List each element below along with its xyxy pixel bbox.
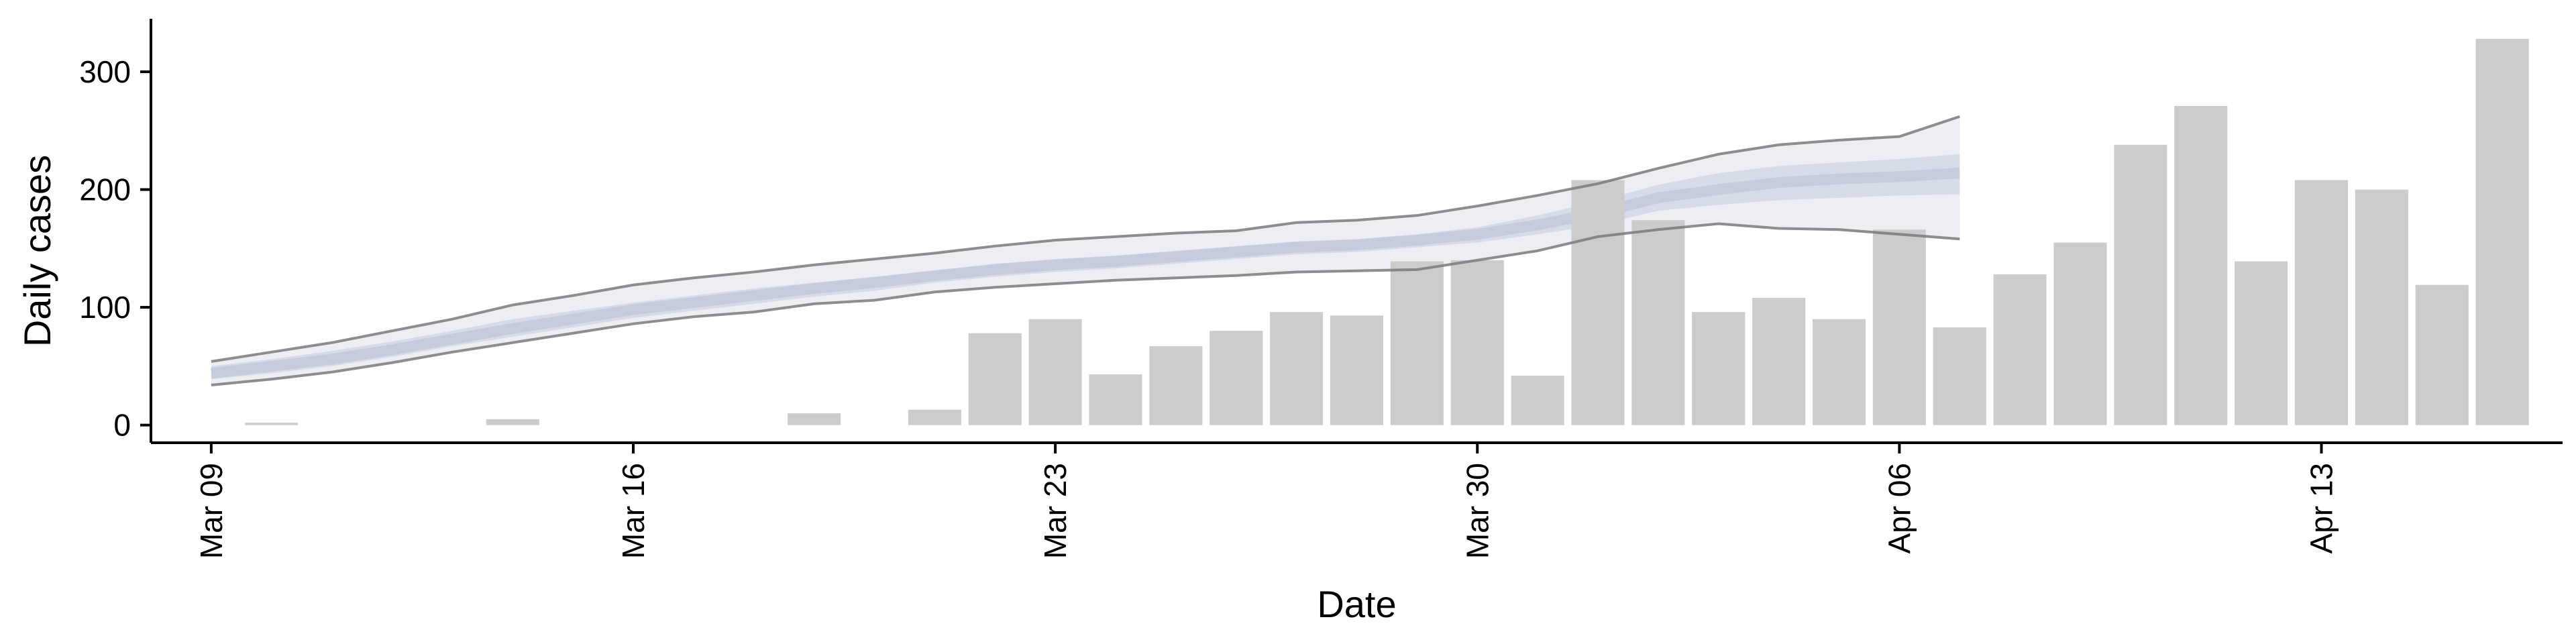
- axes: [150, 19, 2563, 444]
- bar: [1089, 374, 1142, 425]
- x-tick-label: Apr 06: [1882, 463, 1917, 554]
- x-axis-ticks: Mar 09 Mar 16 Mar 23 Mar 30 Apr 06 Apr 13: [194, 443, 2339, 559]
- bar: [788, 413, 841, 425]
- bar: [1872, 229, 1926, 425]
- upper-bound-line: [211, 115, 1960, 363]
- median-line: [210, 167, 1960, 379]
- bar: [1149, 346, 1203, 425]
- interval-lines: [211, 115, 1960, 386]
- lower-bound-line: [211, 222, 1960, 386]
- y-tick-label: 200: [79, 172, 131, 207]
- bar: [1692, 312, 1746, 425]
- bar: [2355, 189, 2408, 425]
- bar: [1450, 260, 1504, 425]
- bar: [1330, 315, 1384, 425]
- x-tick-label: Mar 23: [1038, 463, 1073, 559]
- band-90-percent: [211, 116, 1960, 385]
- bar: [1390, 261, 1444, 425]
- bar: [1812, 319, 1866, 425]
- x-tick-label: Apr 13: [2304, 463, 2339, 554]
- x-tick-label: Mar 09: [194, 463, 229, 559]
- bar: [1752, 298, 1806, 425]
- bar: [2114, 144, 2167, 425]
- bar: [1631, 220, 1685, 425]
- bar: [1993, 274, 2047, 425]
- x-axis-title: Date: [1317, 583, 1396, 625]
- bar: [1270, 312, 1324, 425]
- bar: [2415, 284, 2469, 425]
- estimate-bands: [210, 116, 1960, 385]
- bar: [2475, 38, 2529, 425]
- bar: [1210, 331, 1263, 425]
- bar: [2053, 242, 2107, 425]
- y-axis-ticks: 0 100 200 300: [79, 54, 151, 443]
- bar: [1933, 327, 1986, 425]
- bars-layer: [245, 38, 2529, 425]
- bar: [1028, 319, 1082, 425]
- bar: [1511, 375, 1564, 425]
- bar: [486, 419, 539, 425]
- y-tick-label: 100: [79, 290, 131, 325]
- x-tick-label: Mar 30: [1460, 463, 1495, 559]
- y-tick-label: 0: [113, 408, 131, 443]
- y-axis-title: Daily cases: [16, 155, 58, 347]
- bar: [245, 423, 299, 425]
- bar: [1571, 180, 1625, 425]
- bar: [908, 409, 961, 425]
- bar: [2174, 105, 2228, 425]
- bar: [2294, 180, 2349, 425]
- bar: [968, 333, 1022, 425]
- x-tick-label: Mar 16: [616, 463, 651, 559]
- bar: [2235, 261, 2288, 425]
- y-tick-label: 300: [79, 54, 131, 89]
